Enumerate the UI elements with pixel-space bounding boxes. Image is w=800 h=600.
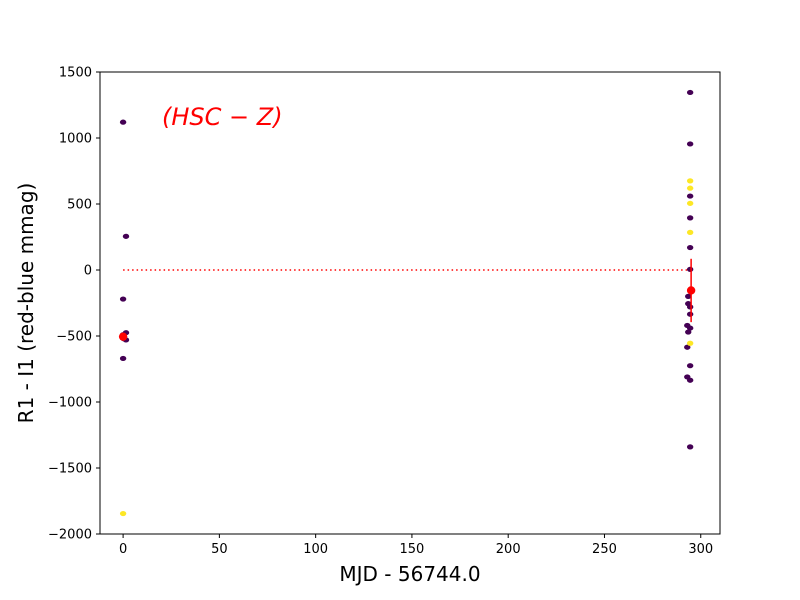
data-point: [122, 233, 130, 239]
data-point: [686, 89, 694, 96]
x-tick-label: 150: [400, 542, 425, 557]
data-point: [686, 363, 694, 369]
data-point: [686, 444, 694, 450]
data-point: [686, 377, 694, 383]
data-point: [119, 355, 127, 362]
data-point: [686, 266, 694, 272]
data-point: [686, 340, 694, 346]
y-tick-label: −500: [56, 330, 92, 345]
data-point: [686, 185, 694, 191]
data-point: [686, 178, 694, 184]
data-point: [119, 510, 127, 517]
mean-point: [686, 286, 696, 295]
data-point: [686, 325, 694, 331]
data-point: [686, 311, 694, 317]
data-point: [119, 119, 127, 125]
data-point: [686, 215, 694, 221]
data-point: [686, 193, 694, 199]
mean-series: [118, 258, 696, 341]
y-tick-label: 1500: [59, 66, 92, 81]
y-tick-label: −2000: [48, 528, 92, 543]
mean-point: [118, 332, 128, 341]
data-point: [684, 344, 691, 350]
x-tick-label: 0: [119, 542, 127, 557]
y-tick-label: 0: [84, 264, 92, 279]
annotation-label: (HSC − Z): [162, 103, 283, 131]
data-point: [686, 141, 694, 147]
data-point: [685, 329, 692, 335]
y-axis: −2000 −1500 −1000 −500 0 500 1000 1500: [48, 66, 100, 543]
x-tick-label: 100: [303, 542, 328, 557]
y-tick-label: −1500: [48, 462, 92, 477]
y-tick-label: 1000: [59, 132, 92, 147]
x-tick-label: 250: [592, 542, 617, 557]
data-point: [686, 200, 694, 206]
data-point: [686, 244, 694, 251]
plot-frame: [99, 71, 721, 535]
data-point: [119, 296, 127, 302]
x-tick-label: 300: [688, 542, 713, 557]
y-tick-label: −1000: [48, 396, 92, 411]
x-tick-label: 50: [211, 542, 228, 557]
y-tick-label: 500: [67, 198, 92, 213]
x-tick-label: 200: [496, 542, 521, 557]
series-yellow: [119, 178, 694, 517]
data-point: [686, 304, 694, 310]
data-point: [686, 229, 694, 235]
x-axis-title: MJD - 56744.0: [339, 562, 480, 586]
data-point: [685, 293, 692, 299]
x-axis: 0 50 100 150 200 250 300: [119, 534, 713, 557]
y-axis-title: R1 - I1 (red-blue mmag): [14, 183, 38, 424]
